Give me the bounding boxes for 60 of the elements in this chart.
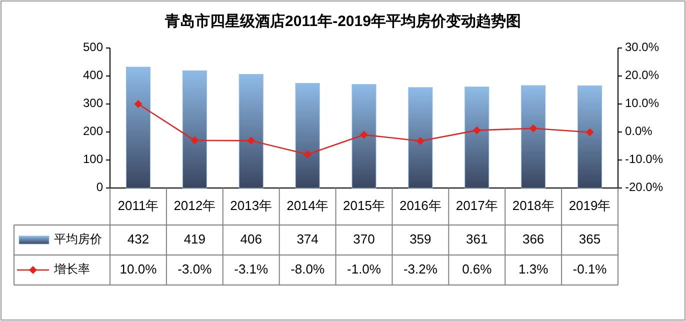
data-label: -3.0%: [178, 261, 212, 276]
point: [360, 130, 368, 139]
y2-tick-label: -20.0%: [625, 180, 664, 194]
point: [134, 100, 142, 108]
data-label: -3.2%: [403, 261, 438, 276]
bar: [295, 83, 320, 188]
point: [190, 136, 199, 144]
y2-tick-label: 10.0%: [625, 96, 660, 110]
point: [586, 128, 594, 136]
legend-label: 增长率: [53, 262, 90, 276]
data-label: 359: [410, 231, 432, 246]
data-label: 10.0%: [120, 261, 158, 276]
bar: [464, 86, 490, 188]
y2-tick-label: 30.0%: [625, 40, 660, 54]
data-label: -3.1%: [234, 261, 269, 276]
data-label: 361: [466, 231, 488, 246]
x-tick-label: 2012年: [174, 198, 216, 213]
y-tick-label: 400: [82, 68, 104, 82]
y-tick-label: 0: [96, 180, 104, 194]
point: [247, 136, 256, 145]
data-label: 406: [240, 231, 262, 246]
point: [416, 136, 424, 145]
x-tick-label: 2014年: [286, 198, 329, 213]
data-label: 365: [578, 231, 601, 246]
data-label: -8.0%: [290, 261, 325, 276]
data-label: 366: [522, 231, 544, 246]
legend-label: 平均房价: [54, 232, 102, 246]
data-label: 374: [296, 231, 318, 246]
y-tick-label: 200: [82, 124, 104, 138]
x-tick-label: 2015年: [343, 198, 385, 213]
y2-tick-label: -10.0%: [625, 152, 664, 166]
data-label: 370: [353, 231, 375, 246]
x-tick-label: 2017年: [456, 198, 498, 213]
chart-title: 青岛市四星级酒店2011年-2019年平均房价变动趋势图: [164, 12, 521, 30]
bar: [408, 87, 433, 188]
y-tick-label: 300: [82, 96, 104, 110]
point: [304, 150, 312, 158]
data-label: 0.6%: [462, 261, 492, 276]
bar: [578, 86, 602, 188]
x-tick-label: 2019年: [568, 198, 611, 213]
point: [472, 126, 481, 134]
bar: [352, 84, 376, 188]
data-label: 419: [184, 231, 206, 246]
data-label: -0.1%: [572, 261, 608, 276]
x-tick-label: 2011年: [118, 198, 159, 213]
point: [529, 124, 538, 132]
bar: [238, 74, 264, 188]
data-label: -1.0%: [347, 261, 382, 276]
bar: [521, 85, 546, 188]
bar: [182, 70, 207, 188]
y2-tick-label: 0.0%: [625, 124, 653, 138]
x-tick-label: 2016年: [399, 198, 442, 213]
bar: [126, 66, 150, 188]
data-label: 432: [127, 231, 150, 246]
y2-tick-label: 20.0%: [625, 68, 660, 82]
y-tick-label: 100: [82, 152, 104, 166]
x-tick-label: 2013年: [230, 198, 272, 213]
y-tick-label: 500: [82, 40, 104, 54]
x-tick-label: 2018年: [512, 198, 554, 213]
data-label: 1.3%: [518, 261, 549, 276]
